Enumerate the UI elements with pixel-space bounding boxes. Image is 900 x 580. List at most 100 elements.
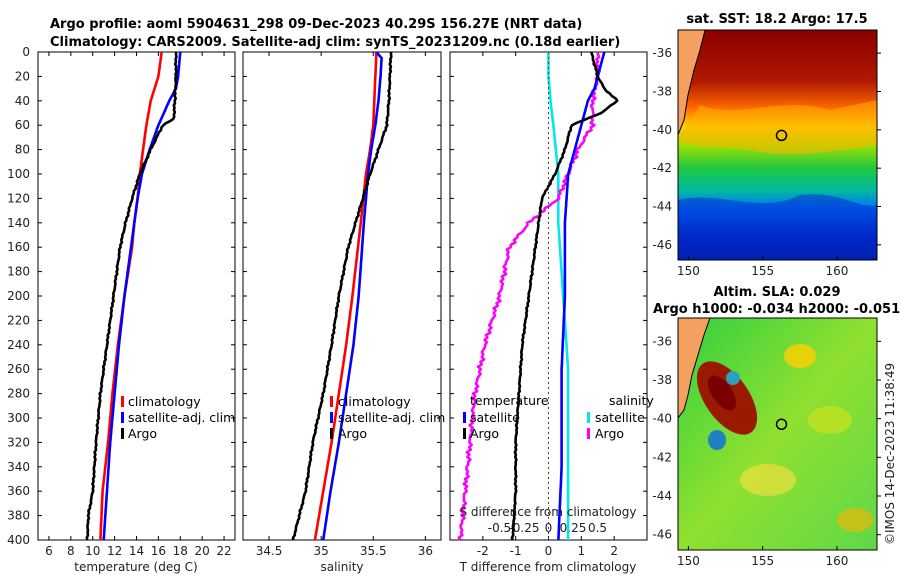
- x-tick-label: 35: [314, 544, 329, 558]
- x-tick-label: 12: [107, 544, 122, 558]
- series-line-satellite-adj-clim: [321, 51, 383, 541]
- lon-tick-label: 150: [677, 264, 700, 278]
- depth-tick-label: 100: [7, 167, 30, 181]
- lat-tick-label: -36: [652, 46, 672, 60]
- sla-map: [678, 318, 877, 550]
- lon-tick-label: 155: [751, 554, 774, 568]
- s-diff-tick-label: 0.5: [588, 521, 607, 535]
- lat-tick-label: -40: [652, 123, 672, 137]
- legend-swatch-satellite-adj: [121, 412, 124, 423]
- x-tick-label: -2: [477, 544, 489, 558]
- salinity-xlabel: salinity: [320, 560, 363, 574]
- lat-tick-label: -46: [652, 238, 672, 252]
- depth-tick-label: 60: [15, 118, 30, 132]
- depth-tick-label: 140: [7, 216, 30, 230]
- x-tick-label: 16: [151, 544, 166, 558]
- legend-label-climatology: climatology: [338, 394, 411, 409]
- sla-warm-patch: [740, 464, 796, 496]
- legend-label-satellite-adj: satellite-adj. clim: [128, 410, 235, 425]
- sla-warm-patch: [808, 406, 852, 434]
- x-tick-label: 22: [216, 544, 231, 558]
- lat-tick-label: -38: [652, 373, 672, 387]
- depth-tick-label: 280: [7, 387, 30, 401]
- figure-title-line2: Climatology: CARS2009. Satellite-adj cli…: [50, 35, 620, 50]
- legend-swatch-argo: [330, 428, 333, 439]
- series-line-argo: [85, 51, 178, 541]
- lat-tick-label: -42: [652, 450, 672, 464]
- lon-tick-label: 160: [825, 554, 848, 568]
- series-line-satellite-adj-clim: [102, 51, 182, 541]
- x-tick-label: 10: [85, 544, 100, 558]
- s-diff-tick-label: -0.25: [508, 521, 539, 535]
- lon-tick-label: 150: [677, 554, 700, 568]
- lat-tick-label: -44: [652, 200, 672, 214]
- lon-tick-label: 160: [825, 264, 848, 278]
- x-tick-label: -1: [510, 544, 522, 558]
- x-tick-label: 36: [418, 544, 433, 558]
- x-tick-label: 34.5: [256, 544, 283, 558]
- s-diff-tick-label: -0.5: [488, 521, 511, 535]
- sla-low-eddy: [726, 371, 740, 385]
- x-tick-label: 35.5: [360, 544, 387, 558]
- legend-swatch-temp-argo: [463, 428, 466, 439]
- legend-swatch-sal-argo: [587, 428, 590, 439]
- sla-warm-patch: [837, 508, 873, 532]
- legend-swatch-temp-satellite: [463, 412, 466, 423]
- depth-tick-label: 80: [15, 143, 30, 157]
- figure-title-line1: Argo profile: aoml 5904631_298 09-Dec-20…: [50, 17, 582, 32]
- sst-map-frame: [677, 29, 878, 261]
- depth-tick-label: 380: [7, 509, 30, 523]
- x-tick-label: 8: [67, 544, 75, 558]
- legend-label-temp-satellite: satellite: [470, 410, 520, 425]
- salinity-legend: climatology satellite-adj. clim Argo: [330, 394, 445, 441]
- argo-float-marker: [775, 129, 788, 142]
- salinity-axes: [242, 51, 442, 541]
- legend-swatch-satellite-adj: [330, 412, 333, 423]
- depth-tick-label: 240: [7, 338, 30, 352]
- sst-warm-front: [678, 100, 877, 155]
- depth-tick-label: 40: [15, 94, 30, 108]
- s-difference-label: S difference from climatology: [460, 505, 637, 519]
- lat-tick-label: -36: [652, 334, 672, 348]
- depth-tick-label: 320: [7, 435, 30, 449]
- sla-map-title: Altim. SLA: 0.029: [714, 285, 841, 300]
- x-tick-label: 2: [610, 544, 618, 558]
- depth-tick-label: 160: [7, 240, 30, 254]
- s-diff-tick-label: 0.25: [560, 521, 587, 535]
- depth-tick-label: 200: [7, 289, 30, 303]
- series-line-temperature-satellite: [557, 51, 606, 541]
- sla-high-core: [707, 375, 737, 411]
- x-tick-label: 1: [578, 544, 586, 558]
- temperature-axes: [37, 51, 236, 541]
- sst-map: [678, 30, 877, 260]
- depth-tick-label: 300: [7, 411, 30, 425]
- depth-tick-label: 0: [22, 45, 30, 59]
- sla-warm-patch: [784, 344, 816, 368]
- lat-tick-label: -42: [652, 161, 672, 175]
- sla-map-subtitle: Argo h1000: -0.034 h2000: -0.051: [653, 302, 900, 317]
- temperature-xlabel: temperature (deg C): [74, 560, 197, 574]
- depth-tick-label: 120: [7, 191, 30, 205]
- legend-title-salinity: salinity: [609, 393, 654, 408]
- temperature-legend: climatology satellite-adj. clim Argo: [121, 394, 235, 441]
- lat-tick-label: -44: [652, 489, 672, 503]
- legend-label-climatology: climatology: [128, 394, 201, 409]
- x-tick-label: 18: [173, 544, 188, 558]
- difference-legend: temperature satellite Argo salinity sate…: [463, 393, 654, 441]
- difference-axes: [449, 51, 648, 541]
- lat-tick-label: -38: [652, 85, 672, 99]
- legend-swatch-argo: [121, 428, 124, 439]
- series-line-climatology: [313, 51, 378, 541]
- depth-tick-label: 20: [15, 69, 30, 83]
- series-line-argo: [291, 52, 393, 541]
- lon-tick-label: 155: [751, 264, 774, 278]
- x-tick-label: 6: [45, 544, 53, 558]
- lat-tick-label: -40: [652, 412, 672, 426]
- legend-title-temperature: temperature: [470, 393, 549, 408]
- sst-cold-water: [678, 194, 877, 260]
- sst-map-title: sat. SST: 18.2 Argo: 17.5: [686, 12, 867, 27]
- lat-tick-label: -46: [652, 528, 672, 542]
- depth-tick-label: 400: [7, 533, 30, 547]
- australia-landmass: [678, 318, 711, 419]
